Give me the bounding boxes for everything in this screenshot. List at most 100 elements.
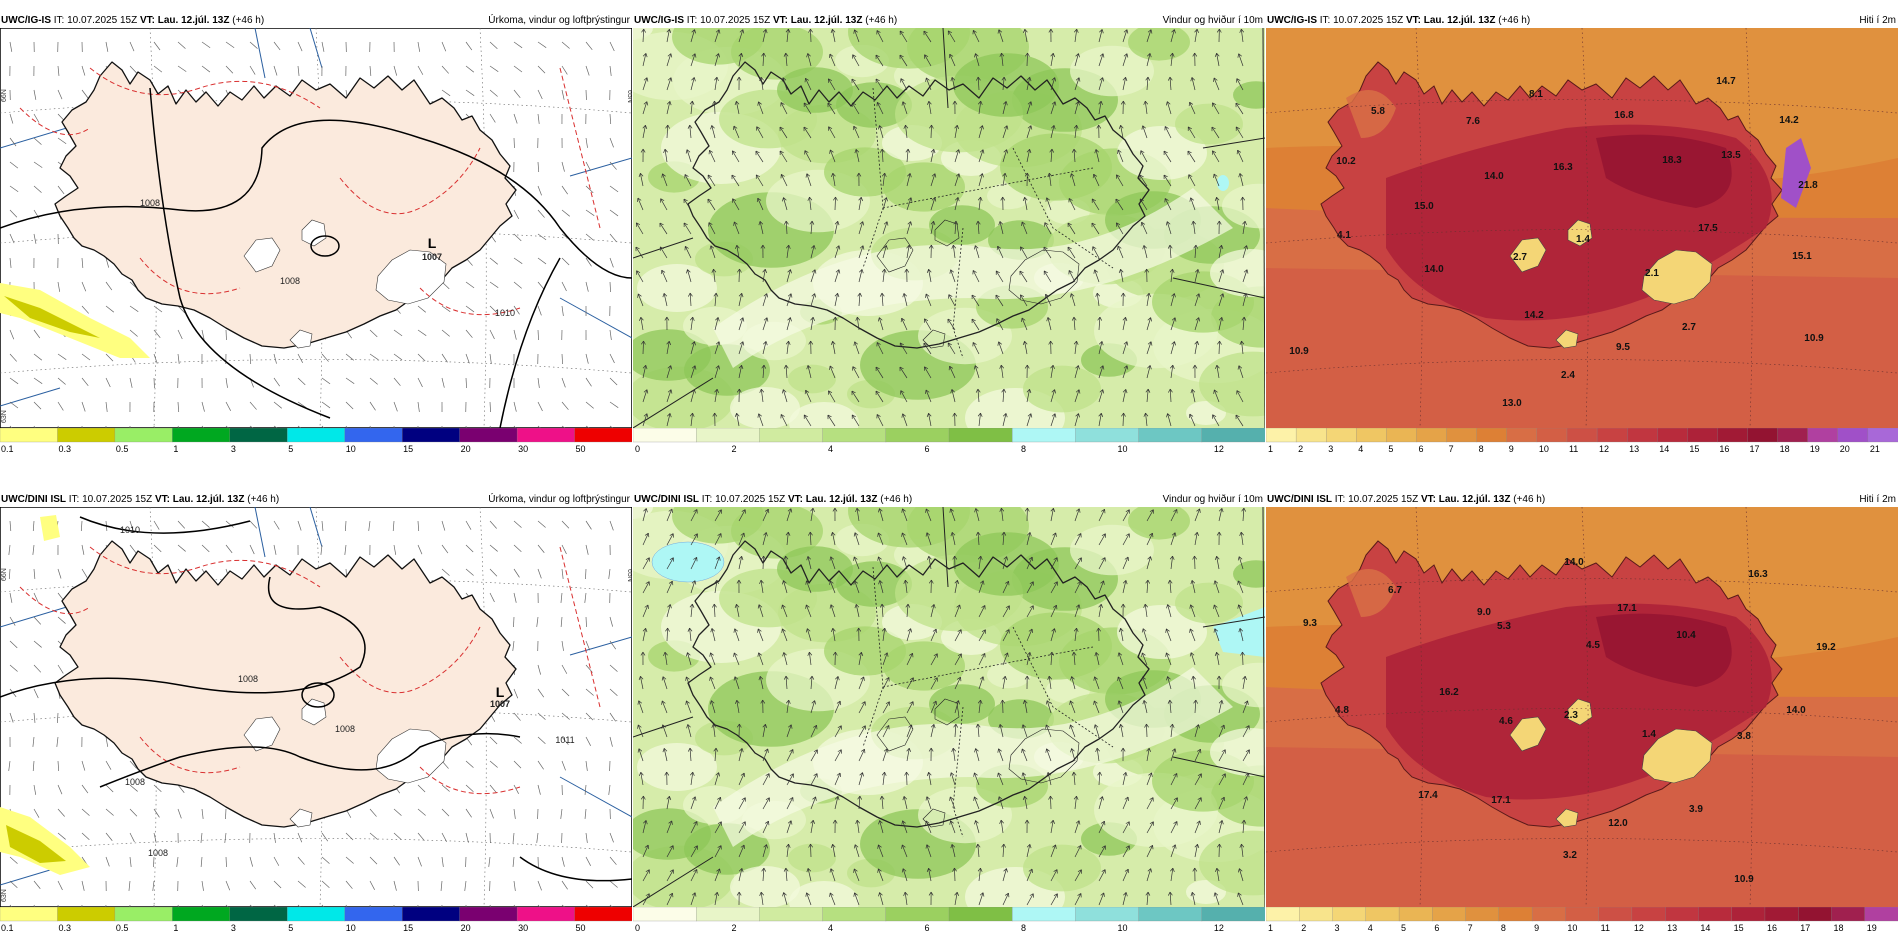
valid-label: VT: bbox=[1405, 15, 1421, 26]
colorbar-tick: 16 bbox=[1767, 923, 1777, 933]
colorbar-tick: 15 bbox=[403, 923, 413, 933]
wind-map bbox=[633, 507, 1265, 907]
colorbar-tick: 12 bbox=[1214, 444, 1224, 454]
colorbar-tick: 2 bbox=[1301, 923, 1306, 933]
isobar-label: 1008 bbox=[125, 777, 145, 787]
colorbar-swatch bbox=[1798, 907, 1832, 922]
colorbar-swatch bbox=[633, 428, 697, 443]
colorbar-swatch bbox=[696, 428, 760, 443]
init-time: IT: 10.07.2025 15Z bbox=[1319, 15, 1404, 26]
colorbar-swatch bbox=[459, 428, 518, 443]
colorbar-tick: 30 bbox=[518, 444, 528, 454]
colorbar-swatch bbox=[1446, 428, 1478, 443]
colorbar-tick: 3 bbox=[1335, 923, 1340, 933]
colorbar-swatch bbox=[1398, 907, 1433, 922]
temperature-label: 16.3 bbox=[1553, 162, 1573, 173]
temperature-label: 6.7 bbox=[1388, 585, 1402, 596]
isobar-label: 1008 bbox=[238, 674, 258, 684]
colorbar-swatch bbox=[948, 428, 1013, 443]
colorbar-swatch bbox=[633, 907, 697, 922]
colorbar-swatch bbox=[1465, 907, 1500, 922]
colorbar-swatch bbox=[1138, 428, 1203, 443]
colorbar-swatch bbox=[1266, 907, 1300, 922]
latitude-label: 63N bbox=[1, 410, 8, 423]
colorbar-tick: 5 bbox=[288, 923, 293, 933]
colorbar-tick: 11 bbox=[1569, 444, 1578, 454]
colorbar-swatch bbox=[172, 428, 231, 443]
colorbar-tick: 21 bbox=[1870, 444, 1880, 454]
colorbar-tick: 17 bbox=[1750, 444, 1760, 454]
colorbar-tick: 3 bbox=[231, 444, 236, 454]
panel-title: Vindur og hviður í 10m bbox=[1162, 494, 1263, 505]
colorbar-swatch bbox=[1531, 907, 1566, 922]
colorbar-swatch bbox=[287, 907, 346, 922]
colorbar-tick: 2 bbox=[1298, 444, 1303, 454]
wind-map bbox=[633, 28, 1265, 428]
colorbar-swatch bbox=[1299, 907, 1333, 922]
temperature-map: 14.7 5.8 7.6 8.1 16.8 14.2 10.2 16.3 18.3 13.5 14.… bbox=[1266, 28, 1898, 428]
temperature-label: 13.5 bbox=[1721, 150, 1741, 161]
valid-time: Lau. 12.júl. 13Z bbox=[172, 494, 245, 505]
colorbar-swatch bbox=[1665, 907, 1699, 922]
isobar-label: 1008 bbox=[148, 848, 168, 858]
temperature-label: 4.8 bbox=[1335, 705, 1349, 716]
panel-temp-igis: UWC/IG-IS IT: 10.07.2025 15Z VT: Lau. 12… bbox=[1266, 14, 1898, 471]
colorbar-tick: 19 bbox=[1867, 923, 1877, 933]
temperature-label: 9.3 bbox=[1303, 618, 1317, 629]
colorbar-tick: 50 bbox=[576, 444, 586, 454]
isobar-label: 1008 bbox=[280, 276, 300, 286]
colorbar-swatch bbox=[1498, 907, 1533, 922]
colorbar-tick: 10 bbox=[346, 923, 356, 933]
colorbar-swatch bbox=[1386, 428, 1417, 443]
colorbar-tick: 11 bbox=[1601, 923, 1610, 933]
colorbar-tick: 6 bbox=[1418, 444, 1423, 454]
colorbar-tick: 0.3 bbox=[58, 923, 71, 933]
colorbar-swatch bbox=[459, 907, 518, 922]
lead-time: (+46 h) bbox=[880, 494, 913, 505]
temperature-label: 10.9 bbox=[1804, 333, 1824, 344]
panel-wind-igis: UWC/IG-IS IT: 10.07.2025 15Z VT: Lau. 12… bbox=[633, 14, 1265, 471]
model-name: UWC/IG-IS bbox=[1, 15, 51, 26]
colorbar-tick: 0.3 bbox=[58, 444, 71, 454]
temperature-label: 15.0 bbox=[1414, 201, 1434, 212]
colorbar-swatch bbox=[1075, 428, 1140, 443]
colorbar-tick: 5 bbox=[1401, 923, 1406, 933]
colorbar-swatch bbox=[1416, 428, 1448, 443]
colorbar-swatch bbox=[287, 428, 346, 443]
colorbar-tick: 20 bbox=[1840, 444, 1850, 454]
colorbar-tick: 50 bbox=[576, 923, 586, 933]
colorbar-swatch bbox=[1201, 907, 1265, 922]
colorbar-swatch bbox=[1075, 907, 1140, 922]
colorbar-swatch bbox=[172, 907, 231, 922]
colorbar-tick: 1 bbox=[1268, 923, 1273, 933]
temperature-label: 4.6 bbox=[1499, 716, 1513, 727]
colorbar-tick: 10 bbox=[346, 444, 356, 454]
colorbar-swatch bbox=[516, 428, 575, 443]
lead-time: (+46 h) bbox=[232, 15, 265, 26]
isobar-label: 1010 bbox=[495, 308, 515, 318]
wind-colorbar: 0 2 4 6 8 10 12 bbox=[633, 907, 1265, 933]
panel-title: Vindur og hviður í 10m bbox=[1162, 15, 1263, 26]
temperature-label: 4.1 bbox=[1337, 230, 1351, 241]
colorbar-tick: 7 bbox=[1468, 923, 1473, 933]
panel-title: Úrkoma, vindur og loftþrýstingur bbox=[488, 15, 630, 26]
colorbar-tick: 2 bbox=[731, 923, 736, 933]
colorbar-tick: 1 bbox=[173, 923, 178, 933]
isobar-label: 1011 bbox=[555, 735, 574, 745]
temperature-map: 14.0 16.3 6.7 9.0 5.3 17.1 9.3 10.4 4.5 19.2 16.2 4… bbox=[1266, 507, 1898, 907]
colorbar-swatch bbox=[114, 907, 173, 922]
temperature-label: 14.2 bbox=[1524, 310, 1544, 321]
precip-map: L 1010 1008 1008 1008 1011 1008 1007 66N 65N 63N bbox=[0, 507, 632, 907]
colorbar-swatch bbox=[574, 428, 632, 443]
colorbar-tick: 2 bbox=[731, 444, 736, 454]
temperature-label: 2.4 bbox=[1561, 370, 1575, 381]
temperature-label: 7.6 bbox=[1466, 116, 1480, 127]
colorbar-tick: 17 bbox=[1800, 923, 1810, 933]
panel-header: UWC/DINI ISL IT: 10.07.2025 15Z VT: Lau.… bbox=[633, 493, 1265, 507]
colorbar-swatch bbox=[1536, 428, 1568, 443]
colorbar-swatch bbox=[1717, 428, 1748, 443]
colorbar-swatch bbox=[1807, 428, 1839, 443]
colorbar-swatch bbox=[1566, 428, 1598, 443]
colorbar-tick: 6 bbox=[1434, 923, 1439, 933]
